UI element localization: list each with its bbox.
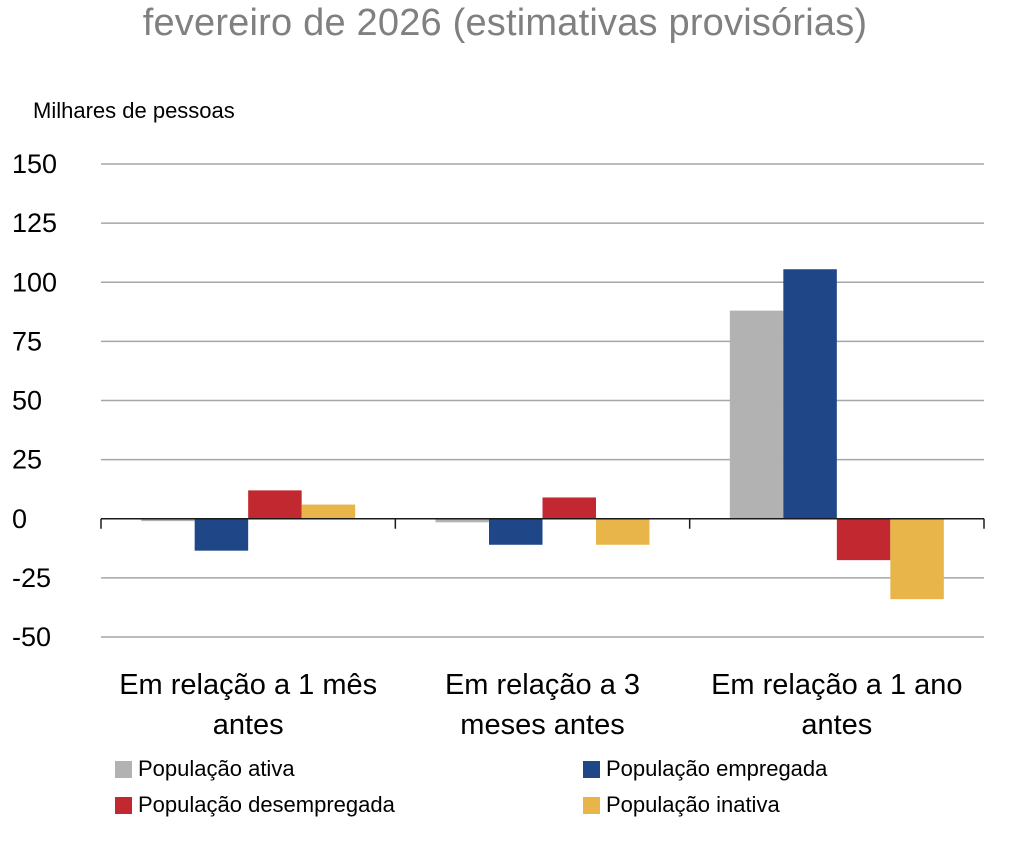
legend-swatch xyxy=(583,760,600,778)
legend-item: População inativa xyxy=(583,792,780,818)
legend-label: População inativa xyxy=(606,792,780,817)
y-tick-label: -25 xyxy=(12,563,51,593)
legend-item: População ativa xyxy=(115,756,295,782)
bar-popula-o-empregada-1 xyxy=(489,518,543,545)
bar-popula-o-inativa-2 xyxy=(890,518,944,600)
legend-swatch xyxy=(583,796,600,814)
y-tick-label: 100 xyxy=(12,267,57,297)
legend-label: População ativa xyxy=(138,756,295,781)
legend-swatch xyxy=(115,760,132,778)
x-category-label: Em relação a 3 xyxy=(445,669,640,701)
bar-popula-o-empregada-0 xyxy=(194,518,249,551)
legend-item: População desempregada xyxy=(115,792,395,818)
y-tick-label: -50 xyxy=(12,622,51,652)
bar-popula-o-desempregada-1 xyxy=(542,497,596,519)
bar-popula-o-inativa-1 xyxy=(596,518,650,545)
bar-popula-o-ativa-1 xyxy=(435,518,489,523)
legend-label: População desempregada xyxy=(138,792,395,817)
bar-popula-o-empregada-2 xyxy=(783,269,837,519)
bar-popula-o-desempregada-2 xyxy=(836,518,891,561)
y-axis-label: Milhares de pessoas xyxy=(33,98,235,123)
legend-label: População empregada xyxy=(606,756,828,781)
legend-item: População empregada xyxy=(583,756,827,782)
y-tick-label: 75 xyxy=(12,326,42,356)
legend-swatch xyxy=(115,796,132,814)
x-category-label: Em relação a 1 mês xyxy=(119,669,377,701)
y-tick-label: 50 xyxy=(12,386,42,416)
y-tick-label: 150 xyxy=(12,149,57,179)
x-category-label: meses antes xyxy=(460,709,624,741)
bar-popula-o-ativa-2 xyxy=(729,310,784,519)
x-category-label: antes xyxy=(801,709,872,741)
x-category-label: antes xyxy=(213,709,284,741)
bar-popula-o-ativa-0 xyxy=(141,518,195,522)
x-category-label: Em relação a 1 ano xyxy=(711,669,962,701)
y-tick-label: 25 xyxy=(12,445,42,475)
y-tick-label: 125 xyxy=(12,208,57,238)
bar-popula-o-inativa-0 xyxy=(301,504,356,519)
y-tick-label: 0 xyxy=(12,504,27,534)
chart-title: fevereiro de 2026 (estimativas provisóri… xyxy=(142,2,868,44)
bar-popula-o-desempregada-0 xyxy=(248,490,302,519)
